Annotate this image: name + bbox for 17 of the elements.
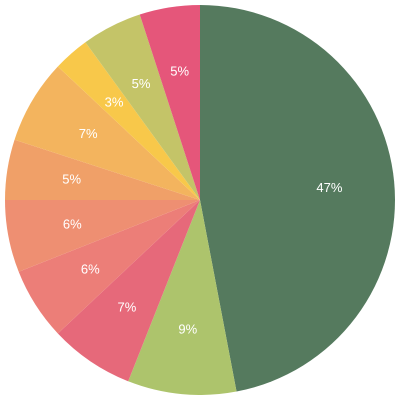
pie-slice bbox=[58, 200, 200, 382]
data-label: 7% bbox=[118, 300, 137, 315]
pie-slice bbox=[58, 42, 200, 200]
pie-slice bbox=[200, 5, 395, 392]
data-label: 47% bbox=[316, 180, 343, 195]
data-label: 5% bbox=[170, 64, 190, 79]
pie-slice bbox=[14, 66, 200, 200]
data-label: 6% bbox=[62, 216, 82, 232]
data-label: 3% bbox=[104, 94, 124, 110]
data-label: 9% bbox=[178, 321, 198, 336]
data-label: 5% bbox=[62, 172, 82, 187]
data-label: 6% bbox=[80, 262, 100, 277]
pie-slice bbox=[5, 140, 200, 200]
data-label: 7% bbox=[78, 126, 98, 141]
data-label: 5% bbox=[132, 76, 151, 92]
pie-slice bbox=[18, 200, 200, 334]
pie-slice bbox=[5, 200, 200, 272]
